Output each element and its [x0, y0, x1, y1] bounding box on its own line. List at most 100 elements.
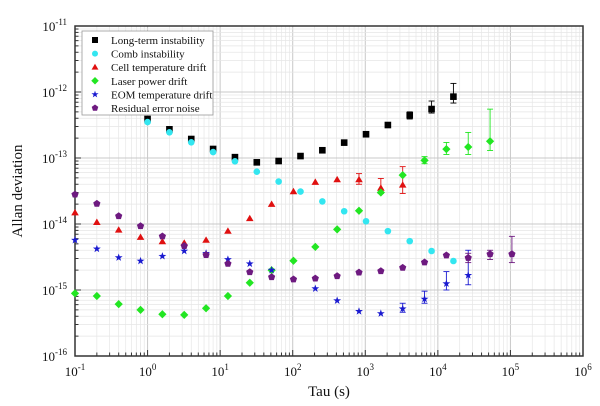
comb-instability-point [275, 178, 282, 185]
y-tick-label: 10-12 [42, 83, 67, 100]
x-tick-label: 103 [357, 362, 375, 379]
x-tick-label: 106 [574, 362, 592, 379]
laser-power-drift-point [136, 305, 145, 314]
x-tick-labels: 10-1 100 101 102 103 104 105 106 [65, 362, 593, 379]
cell-temperature-drift-point [333, 175, 341, 183]
laser-power-drift-point [333, 225, 342, 234]
laser-power-drift-point [376, 188, 385, 197]
legend-marker-pentagon-icon [91, 104, 99, 111]
comb-instability-point [253, 168, 261, 176]
y-tick-label: 10-14 [42, 215, 67, 232]
x-tick-label: 100 [139, 362, 157, 379]
y-tick-label: 10-13 [42, 149, 67, 166]
residual-error-noise-point [399, 263, 407, 271]
laser-power-drift-point [114, 300, 123, 309]
cell-temperature-drift-point [398, 181, 407, 188]
y-axis-title: Allan deviation [10, 144, 26, 237]
eom-temperature-drift-point [180, 246, 189, 255]
laser-power-drift-point [354, 206, 364, 215]
long-term-instability-point [362, 130, 370, 138]
data-markers [70, 93, 516, 319]
laser-power-drift-point [92, 291, 101, 301]
comb-instability-point [340, 207, 348, 215]
cell-temperature-drift-point [311, 178, 320, 185]
eom-temperature-drift-point [267, 266, 276, 274]
residual-error-noise-point [202, 251, 210, 258]
x-tick-label: 102 [284, 362, 302, 379]
eom-temperature-drift-point [420, 294, 429, 303]
cell-temperature-drift-point [355, 175, 363, 183]
comb-instability-point [406, 237, 414, 245]
x-tick-label: 101 [211, 362, 229, 379]
eom-temperature-drift-point [71, 235, 79, 244]
legend-label: Comb instability [111, 49, 185, 61]
cell-temperature-drift-point [224, 227, 232, 234]
cell-temperature-drift-point [377, 184, 385, 191]
laser-power-drift-point [158, 310, 167, 319]
legend-item-cell-temperature-drift: Cell temperature drift [91, 62, 206, 74]
cell-temperature-drift-point [136, 233, 145, 240]
eom-temperature-drift-point [158, 252, 167, 260]
eom-temperature-drift-point [442, 279, 451, 287]
laser-power-drift-point [223, 291, 233, 301]
legend-box [81, 30, 214, 116]
x-tick-label: 105 [502, 362, 520, 379]
long-term-instability-point [319, 146, 326, 154]
eom-temperature-drift-point [136, 256, 145, 265]
legend-item-laser-power-drift: Laser power drift [91, 76, 187, 88]
cell-temperature-drift-point [289, 187, 298, 195]
residual-error-noise-point [442, 251, 450, 259]
eom-temperature-drift-point [311, 284, 320, 292]
comb-instability-point [166, 129, 173, 136]
eom-temperature-drift-point [464, 271, 473, 279]
comb-instability-point [231, 158, 239, 165]
laser-power-drift-point [311, 242, 320, 252]
cell-temperature-drift-point [202, 236, 210, 243]
y-tick-label: 10-16 [42, 347, 67, 364]
cell-temperature-drift-point [245, 214, 254, 222]
eom-temperature-drift-point [355, 307, 363, 315]
legend-marker-diamond-icon [91, 77, 99, 85]
residual-error-noise-point [486, 250, 494, 258]
residual-error-noise-point [71, 190, 79, 198]
residual-error-noise-point [508, 250, 516, 258]
comb-instability-point [450, 257, 457, 265]
residual-error-noise-point [311, 274, 319, 282]
laser-power-drift-point [398, 171, 407, 180]
legend-marker-star-icon [91, 90, 99, 98]
long-term-instability-point [340, 139, 348, 146]
legend-item-residual-error-noise: Residual error noise [91, 103, 200, 115]
residual-error-noise-point [93, 199, 101, 207]
long-term-instability-point [384, 121, 392, 129]
comb-instability-point [428, 247, 435, 255]
comb-instability-point [209, 148, 217, 156]
eom-temperature-drift-point [92, 244, 101, 253]
residual-error-noise-point [333, 272, 341, 280]
residual-error-noise-point [420, 258, 429, 266]
laser-power-drift-point [245, 278, 254, 287]
x-tick-label: 104 [429, 362, 447, 379]
axis-ticks [74, 28, 581, 357]
residual-error-noise-point [115, 212, 123, 220]
cell-temperature-drift-point [71, 208, 79, 216]
cell-temperature-drift-point [114, 226, 123, 233]
comb-instability-point [319, 198, 326, 205]
residual-error-noise-point [464, 253, 472, 261]
residual-error-noise-point [180, 242, 188, 250]
laser-power-drift-point [180, 310, 189, 319]
x-axis-title: Tau (s) [308, 384, 350, 400]
long-term-instability-point [275, 157, 282, 165]
residual-error-noise-point [224, 259, 232, 267]
legend-label: EOM temperature drift [111, 89, 212, 101]
legend-item-eom-temperature-drift: EOM temperature drift [91, 89, 212, 101]
laser-power-drift-point [70, 289, 80, 298]
eom-temperature-drift-point [245, 259, 254, 268]
laser-power-drift-point [485, 137, 495, 146]
comb-instability-point [384, 227, 392, 235]
long-term-instability-point [253, 159, 261, 166]
residual-error-noise-point [136, 222, 145, 230]
comb-instability-point [144, 118, 151, 126]
y-tick-label: 10-11 [42, 17, 67, 34]
eom-temperature-drift-point [114, 253, 123, 261]
long-term-instability-point [231, 153, 239, 161]
